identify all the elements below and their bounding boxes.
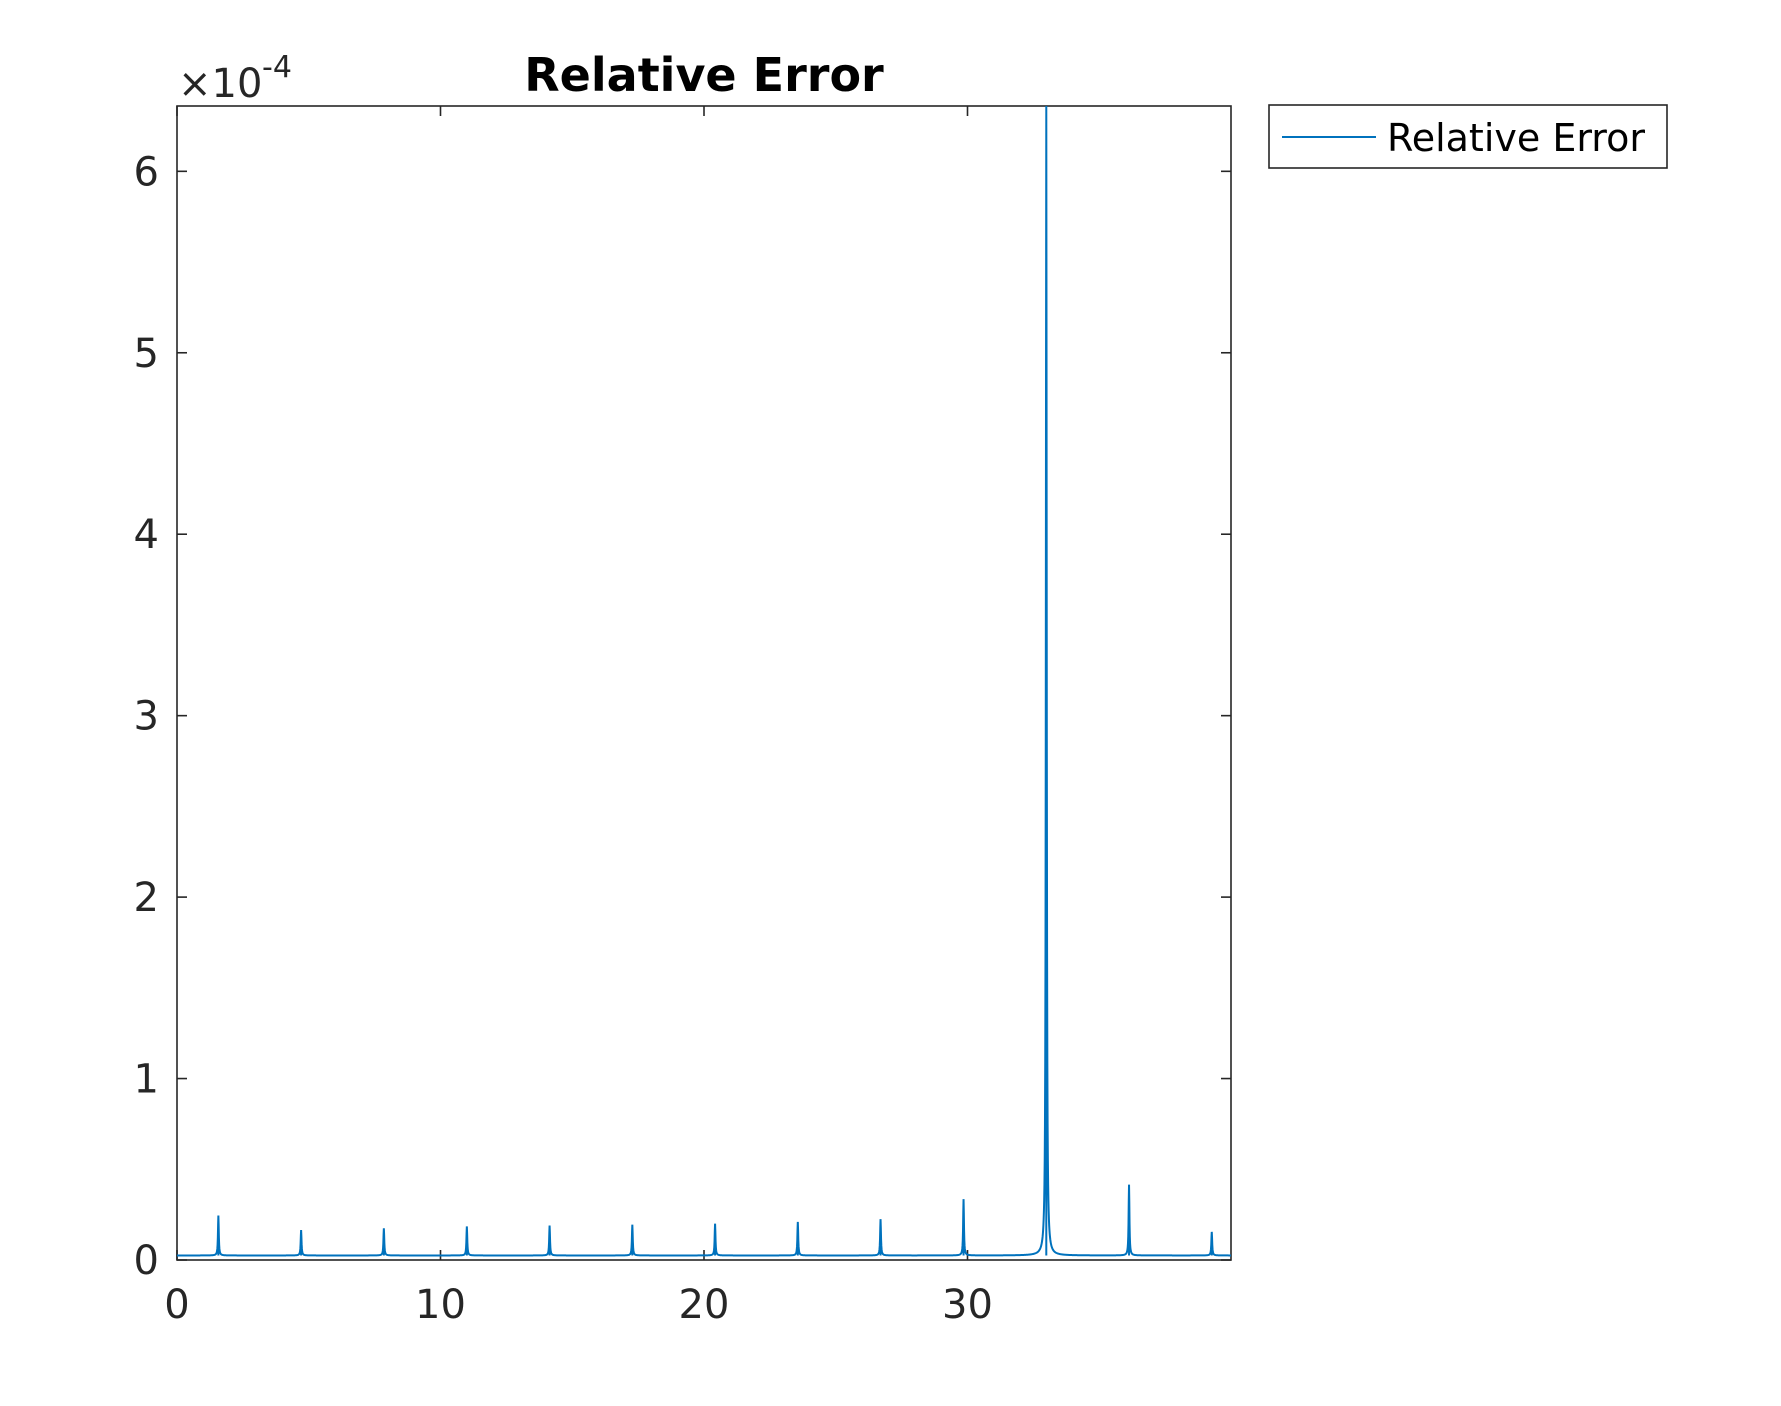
y-exponent-power: -4 bbox=[262, 50, 292, 85]
y-tick-label: 2 bbox=[134, 875, 159, 921]
y-tick-label: 6 bbox=[134, 149, 159, 195]
series-line-relative-error bbox=[177, 106, 1231, 1257]
legend[interactable]: Relative Error bbox=[1268, 104, 1668, 169]
y-tick-label: 4 bbox=[134, 512, 159, 558]
x-tick-label: 0 bbox=[164, 1282, 189, 1328]
chart-title: Relative Error bbox=[524, 48, 884, 102]
x-tick-label: 10 bbox=[415, 1282, 466, 1328]
x-tick-label: 20 bbox=[679, 1282, 730, 1328]
y-tick-label: 1 bbox=[134, 1057, 159, 1103]
y-tick-label: 5 bbox=[134, 331, 159, 377]
x-tick-label: 30 bbox=[942, 1282, 993, 1328]
ticks-layer: 0 10 20 30 0 1 2 3 4 5 6 bbox=[134, 106, 1231, 1328]
y-tick-label: 3 bbox=[134, 694, 159, 740]
y-tick-label: 0 bbox=[134, 1238, 159, 1284]
y-exponent-base: ×10 bbox=[178, 61, 262, 107]
legend-label-relative-error: Relative Error bbox=[1387, 116, 1645, 160]
